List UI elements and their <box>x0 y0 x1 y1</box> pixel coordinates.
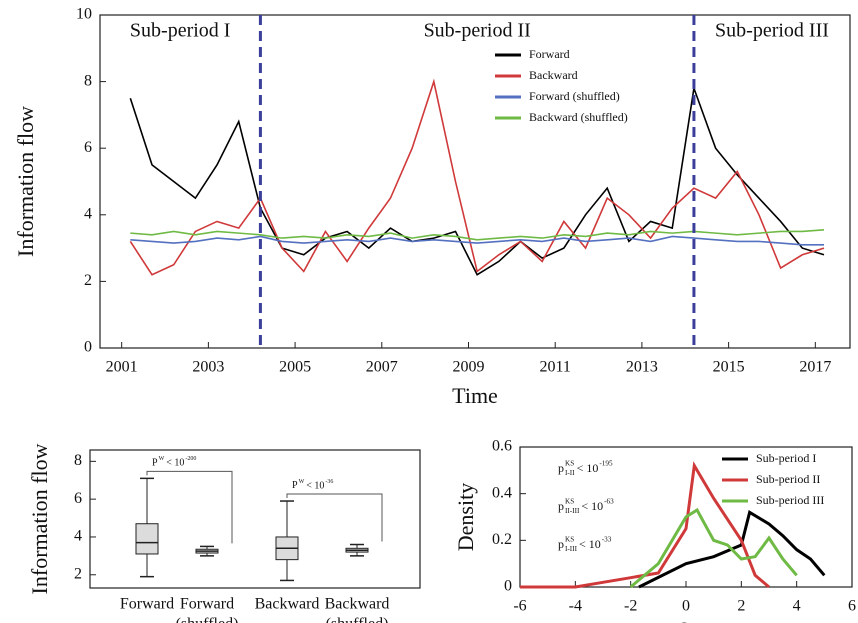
y-tick-label: 0 <box>504 578 512 595</box>
y-axis-title: Density <box>453 483 478 551</box>
test-annotation-sub: I-II <box>565 469 575 477</box>
test-annotation-text: < 10 <box>306 480 324 491</box>
y-tick-label: 10 <box>76 6 92 23</box>
plot-frame <box>99 14 851 349</box>
y-tick-label: 0.4 <box>492 484 512 501</box>
test-annotation-exp: -36 <box>325 479 333 485</box>
test-annotation-exp: -195 <box>599 459 613 467</box>
test-annotation: p <box>558 499 564 513</box>
test-annotation-text: < 10 <box>166 458 184 469</box>
x-tick-label: 2003 <box>192 359 224 376</box>
x-tick-label: 2 <box>737 598 745 615</box>
test-annotation: p <box>558 537 564 551</box>
x-axis-title: δ <box>678 618 688 623</box>
box <box>135 523 159 555</box>
x-tick-label: 2005 <box>279 359 311 376</box>
test-annotation-base: p <box>558 461 564 475</box>
test-annotation-base: P <box>292 480 298 491</box>
test-annotation-sup: W <box>159 456 165 462</box>
x-tick-label: 2017 <box>799 359 831 376</box>
test-annotation-sup: W <box>299 479 305 485</box>
x-tick-label: 2001 <box>106 359 138 376</box>
x-tick-label: 0 <box>682 598 690 615</box>
test-annotation-base: P <box>152 458 158 469</box>
y-tick-label: 0.2 <box>492 531 512 548</box>
series-line <box>638 510 826 589</box>
category-label: Forward <box>180 596 234 613</box>
test-annotation: P <box>292 480 298 491</box>
legend-label: Backward (shuffled) <box>529 110 628 124</box>
category-label: Forward <box>120 596 174 613</box>
test-annotation-sup: KS <box>565 497 574 505</box>
x-tick-label: -6 <box>513 598 526 615</box>
category-label: (shuffled) <box>326 616 389 623</box>
legend-label: Sub-period III <box>756 493 824 507</box>
y-axis-title: Information flow <box>13 106 38 257</box>
period-label: Sub-period II <box>424 20 531 42</box>
series-line <box>520 461 770 589</box>
test-annotation-exp: -63 <box>604 497 614 505</box>
plot-frame <box>89 449 421 589</box>
series-line <box>129 87 825 276</box>
y-tick-label: 2 <box>74 565 82 582</box>
y-tick-label: 0 <box>84 339 92 356</box>
test-annotation-exp: -33 <box>602 535 612 543</box>
legend-label: Forward (shuffled) <box>529 89 620 103</box>
series-line <box>129 78 825 276</box>
test-bracket <box>146 470 233 544</box>
test-annotation: p <box>558 461 564 475</box>
y-tick-label: 8 <box>84 72 92 89</box>
y-tick-label: 0.6 <box>492 438 512 455</box>
test-annotation-text: < 10 <box>579 537 601 551</box>
legend-label: Backward <box>529 68 578 82</box>
y-axis-title: Information flow <box>27 443 52 594</box>
test-annotation-sup: KS <box>565 459 574 467</box>
test-annotation-text: < 10 <box>577 461 599 475</box>
y-tick-label: 4 <box>74 528 82 545</box>
series-line <box>130 235 824 246</box>
legend-label: Forward <box>529 47 570 61</box>
x-tick-label: 2015 <box>713 359 745 376</box>
x-tick-label: 6 <box>848 598 856 615</box>
y-tick-label: 6 <box>74 490 82 507</box>
legend-label: Sub-period I <box>756 451 816 465</box>
category-label: Backward <box>325 596 390 613</box>
series-line <box>629 507 798 589</box>
period-label: Sub-period III <box>715 20 829 42</box>
y-tick-label: 4 <box>84 205 92 222</box>
test-annotation-sub: II-III <box>565 507 580 515</box>
test-annotation-base: p <box>558 537 564 551</box>
series-line <box>130 228 825 241</box>
category-label: (shuffled) <box>176 616 239 623</box>
test-annotation-base: p <box>558 499 564 513</box>
x-tick-label: 2013 <box>626 359 658 376</box>
test-annotation-exp: -200 <box>185 456 196 462</box>
period-label: Sub-period I <box>130 20 231 42</box>
x-tick-label: -4 <box>569 598 582 615</box>
test-annotation-sup: KS <box>565 535 574 543</box>
test-annotation: P <box>152 458 158 469</box>
x-tick-label: 4 <box>793 598 801 615</box>
x-axis-title: Time <box>452 383 498 408</box>
y-tick-label: 8 <box>74 452 82 469</box>
legend-label: Sub-period II <box>756 472 820 486</box>
test-annotation-text: < 10 <box>581 499 603 513</box>
x-tick-label: 2009 <box>452 359 484 376</box>
x-tick-label: 2007 <box>366 359 398 376</box>
x-tick-label: -2 <box>624 598 637 615</box>
test-bracket <box>286 493 383 542</box>
category-label: Backward <box>255 596 320 613</box>
y-tick-label: 2 <box>84 272 92 289</box>
x-tick-label: 2011 <box>539 359 570 376</box>
y-tick-label: 6 <box>84 139 92 156</box>
test-annotation-sub: I-III <box>565 545 578 553</box>
